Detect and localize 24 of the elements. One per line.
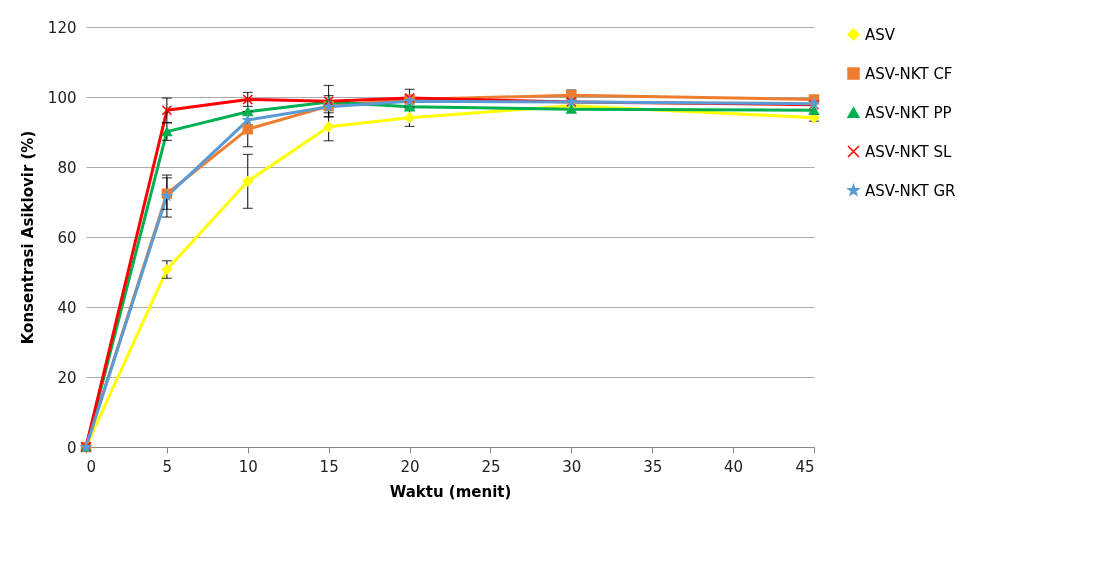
- legend-label: ASV-NKT CF: [865, 64, 953, 83]
- x-tick-label: 25: [481, 457, 501, 476]
- x-tick-label: 35: [643, 457, 663, 476]
- y-tick-label: 60: [57, 228, 77, 247]
- x-tick-label: 20: [400, 457, 420, 476]
- x-tick-label: 15: [319, 457, 339, 476]
- x-axis-title: Waktu (menit): [389, 482, 512, 501]
- x-tick-label: 0: [86, 457, 97, 476]
- legend-label: ASV-NKT GR: [865, 181, 956, 200]
- y-tick-label: 40: [57, 298, 77, 317]
- y-tick-label: 100: [47, 88, 77, 107]
- y-axis-title: Konsentrasi Asiklovir (%): [18, 130, 37, 345]
- x-tick-label: 10: [238, 457, 258, 476]
- y-tick-label: 20: [57, 368, 77, 387]
- x-tick-label: 30: [562, 457, 582, 476]
- x-tick-label: 5: [162, 457, 173, 476]
- y-tick-label: 0: [66, 438, 77, 457]
- legend-label: ASV: [865, 25, 896, 44]
- x-tick-label: 45: [795, 457, 815, 476]
- legend-label: ASV-NKT PP: [865, 103, 952, 122]
- y-tick-label: 80: [57, 158, 77, 177]
- x-tick-label: 40: [724, 457, 744, 476]
- y-tick-label: 120: [47, 18, 77, 37]
- legend-label: ASV-NKT SL: [865, 142, 952, 161]
